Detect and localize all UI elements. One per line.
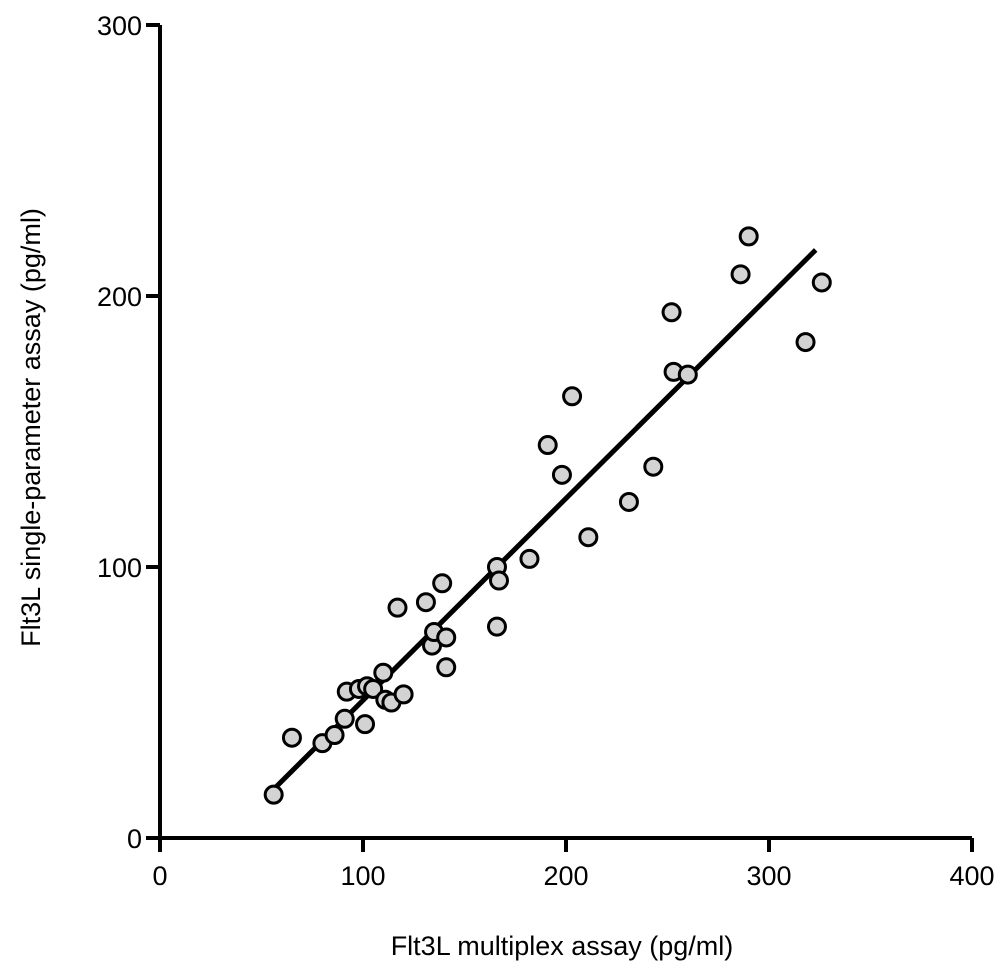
data-point: [324, 725, 345, 746]
data-point: [281, 727, 302, 748]
data-point: [643, 456, 664, 477]
data-point: [519, 548, 540, 569]
data-point: [387, 597, 408, 618]
data-point: [730, 264, 751, 285]
data-point: [436, 627, 457, 648]
x-tick-label: 0: [152, 861, 167, 891]
data-point: [355, 714, 376, 735]
data-point: [436, 657, 457, 678]
regression-line: [271, 248, 818, 791]
y-axis-label: Flt3L single-parameter assay (pg/ml): [16, 208, 46, 647]
data-point: [795, 332, 816, 353]
x-tick-label: 100: [340, 861, 385, 891]
y-ticks: 0 100 200 300: [97, 11, 160, 854]
x-tick-label: 400: [949, 861, 994, 891]
data-point: [489, 570, 510, 591]
data-points: [263, 226, 832, 805]
data-point: [677, 364, 698, 385]
x-tick-label: 300: [746, 861, 791, 891]
y-tick-label: 300: [97, 11, 142, 41]
x-ticks: 0 100 200 300 400: [152, 838, 995, 891]
data-point: [486, 616, 507, 637]
data-point: [432, 573, 453, 594]
data-point: [551, 464, 572, 485]
data-point: [334, 708, 355, 729]
y-tick-label: 0: [127, 824, 142, 854]
data-point: [537, 435, 558, 456]
data-point: [415, 592, 436, 613]
data-point: [738, 226, 759, 247]
data-point: [562, 386, 583, 407]
data-point: [263, 784, 284, 805]
data-point: [363, 678, 384, 699]
y-tick-label: 200: [97, 282, 142, 312]
data-point: [811, 272, 832, 293]
data-point: [373, 662, 394, 683]
data-point: [578, 527, 599, 548]
x-tick-label: 200: [543, 861, 588, 891]
x-axis-label: Flt3L multiplex assay (pg/ml): [391, 931, 734, 961]
axes: [158, 25, 972, 840]
data-point: [661, 302, 682, 323]
y-tick-label: 100: [97, 553, 142, 583]
data-point: [393, 684, 414, 705]
data-point: [618, 491, 639, 512]
